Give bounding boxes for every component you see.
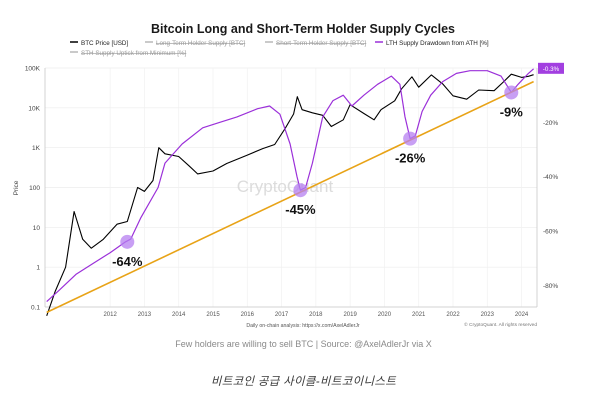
- annotation-label: -45%: [285, 202, 316, 217]
- y-right-tick-label: -60%: [543, 228, 558, 235]
- annotation-label: -26%: [395, 151, 426, 166]
- x-tick-label: 2020: [378, 312, 392, 318]
- x-tick-label: 2024: [515, 312, 529, 318]
- legend-item: STH Supply Uptick from Minimum [%]: [81, 50, 187, 57]
- source-line: Few holders are willing to sell BTC | So…: [175, 339, 432, 349]
- series-line-trend: [46, 80, 534, 314]
- x-tick-label: 2021: [412, 312, 426, 318]
- annotation-marker: [504, 85, 519, 100]
- y-left-tick-label: 100K: [25, 66, 41, 73]
- x-tick-label: 2022: [446, 312, 460, 318]
- x-tick-label: 2019: [343, 312, 357, 318]
- series-line-btc-price-usd-: [46, 73, 534, 316]
- y-left-tick-label: 100: [29, 185, 40, 192]
- annotation-label: -9%: [500, 104, 524, 119]
- y-left-tick-label: 1: [36, 265, 40, 272]
- current-value-label: -0.3%: [543, 66, 560, 73]
- image-caption: 비트코인 공급 사이클-비트코이니스트: [210, 376, 397, 388]
- y-right-tick-label: -20%: [543, 120, 558, 127]
- chart: Bitcoin Long and Short-Term Holder Suppl…: [13, 22, 564, 329]
- x-tick-label: 2015: [206, 312, 220, 318]
- y-right-tick-label: -40%: [543, 174, 558, 181]
- x-tick-label: 2017: [275, 312, 289, 318]
- copyright-note: © CryptoQuant. All rights reserved: [464, 321, 537, 328]
- x-tick-label: 2023: [481, 312, 495, 318]
- x-tick-label: 2016: [241, 312, 255, 318]
- y-right-tick-label: -80%: [543, 283, 558, 290]
- annotation-marker: [120, 234, 135, 249]
- legend-item: Long-Term Holder Supply [BTC]: [156, 40, 245, 47]
- x-tick-label: 2018: [309, 312, 323, 318]
- x-tick-label: 2014: [172, 312, 186, 318]
- legend-item: BTC Price [USD]: [81, 40, 128, 47]
- current-value-tag: [538, 62, 564, 74]
- x-tick-label: 2013: [138, 312, 152, 318]
- watermark: CryptoQuant: [237, 177, 334, 196]
- footer-note: Daily on-chain analysis: https://x.com/A…: [246, 323, 360, 329]
- series-line-lth-supply-drawdown-from-ath-: [46, 68, 534, 303]
- legend-item: Short-Term Holder Supply [BTC]: [276, 40, 367, 47]
- y-left-tick-label: 10K: [28, 105, 40, 112]
- legend-item: LTH Supply Drawdown from ATH [%]: [386, 40, 489, 47]
- y-left-tick-label: 1K: [32, 145, 41, 152]
- y-left-tick-label: 10: [33, 225, 41, 232]
- annotation-marker: [403, 131, 418, 146]
- y-left-tick-label: 0.1: [31, 305, 40, 312]
- x-tick-label: 2012: [103, 312, 117, 318]
- annotation-marker: [293, 183, 308, 198]
- annotation-label: -64%: [112, 254, 143, 269]
- y-left-axis-label: Price: [13, 180, 20, 195]
- chart-title: Bitcoin Long and Short-Term Holder Suppl…: [151, 22, 455, 36]
